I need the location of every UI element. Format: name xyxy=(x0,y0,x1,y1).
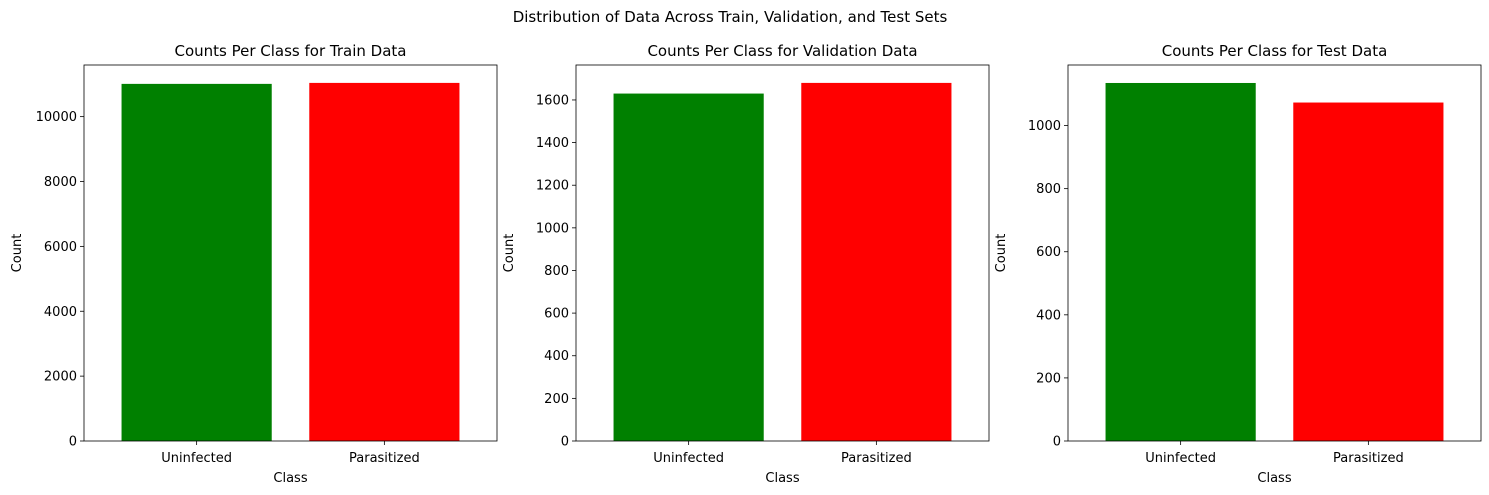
chart-panel-2: 0 200 400 600 800 1000 1200 1400 1600 Uninfected P… xyxy=(502,42,990,486)
y-tick-label: 800 xyxy=(1036,182,1061,197)
y-tick-label: 2000 xyxy=(44,370,77,385)
chart-title: Counts Per Class for Validation Data xyxy=(647,42,917,60)
y-tick-label: 400 xyxy=(544,349,569,364)
y-tick-label: 1200 xyxy=(536,179,569,194)
y-tick-label: 800 xyxy=(544,264,569,279)
x-tick-label: Parasitized xyxy=(1333,451,1404,466)
y-axis-label: Count xyxy=(10,234,25,273)
y-tick-label: 200 xyxy=(544,392,569,407)
x-axis-label: Class xyxy=(273,471,307,486)
chart-title: Counts Per Class for Train Data xyxy=(174,42,406,60)
y-tick-label: 6000 xyxy=(44,240,77,255)
y-tick-label: 400 xyxy=(1036,308,1061,323)
y-tick-label: 0 xyxy=(69,435,77,450)
chart-panel-3: 0 200 400 600 800 1000 Uninfected Parasitized Co… xyxy=(994,42,1482,486)
y-axis-label: Count xyxy=(502,234,517,273)
y-tick-label: 1600 xyxy=(536,93,569,108)
axes-frame xyxy=(83,64,498,442)
axes-frame xyxy=(575,64,990,442)
figure-title: Distribution of Data Across Train, Valid… xyxy=(513,8,948,26)
x-tick-label: Parasitized xyxy=(349,451,420,466)
bar-parasitized xyxy=(1293,102,1444,441)
y-tick-label: 0 xyxy=(1053,435,1061,450)
y-tick-label: 1000 xyxy=(1028,119,1061,134)
y-tick-label: 10000 xyxy=(36,110,77,125)
y-tick-label: 200 xyxy=(1036,371,1061,386)
axes-frame xyxy=(1067,64,1482,442)
bar-parasitized xyxy=(801,82,952,442)
bar-uninfected xyxy=(613,93,764,442)
bar-uninfected xyxy=(121,83,272,442)
x-tick-label: Uninfected xyxy=(1145,451,1216,466)
x-axis-label: Class xyxy=(1257,471,1291,486)
x-axis-label: Class xyxy=(765,471,799,486)
y-tick-label: 600 xyxy=(1036,245,1061,260)
x-tick-label: Uninfected xyxy=(161,451,232,466)
y-tick-label: 1400 xyxy=(536,136,569,151)
y-tick-label: 0 xyxy=(561,435,569,450)
chart-panel-1: 0 2000 4000 6000 8000 10000 Uninfected Parasiti… xyxy=(10,42,498,486)
chart-title: Counts Per Class for Test Data xyxy=(1162,42,1388,60)
bar-uninfected xyxy=(1105,82,1256,442)
x-tick-label: Parasitized xyxy=(841,451,912,466)
y-tick-label: 4000 xyxy=(44,305,77,320)
y-tick-label: 600 xyxy=(544,307,569,322)
y-tick-label: 1000 xyxy=(536,221,569,236)
x-tick-label: Uninfected xyxy=(653,451,724,466)
y-tick-label: 8000 xyxy=(44,175,77,190)
y-axis-label: Count xyxy=(994,234,1009,273)
bar-parasitized xyxy=(309,82,460,442)
